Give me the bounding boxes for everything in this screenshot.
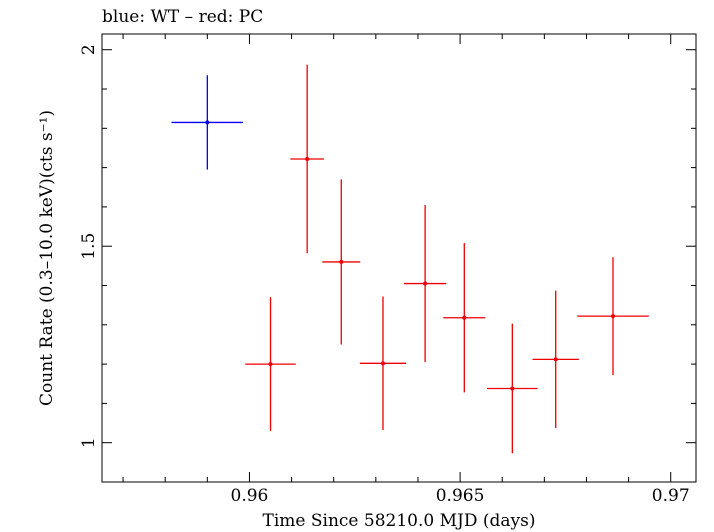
tick-labels: 0.96 0.965 0.97 1 1.5 2 <box>79 44 690 506</box>
point-marker <box>462 315 467 320</box>
y-axis-label: Count Rate (0.3–10.0 keV)(cts s⁻¹) <box>37 110 57 406</box>
y-tick-label: 1.5 <box>79 233 99 260</box>
point-marker <box>339 259 344 264</box>
data-point <box>359 296 407 431</box>
x-axis-label: Time Since 58210.0 MJD (days) <box>263 511 536 531</box>
point-marker <box>268 362 273 367</box>
data-point <box>171 75 244 170</box>
x-tick-label: 0.97 <box>652 486 690 506</box>
plot-frame <box>101 33 697 483</box>
point-marker <box>305 156 310 161</box>
y-tick-label: 1 <box>79 437 99 448</box>
axis-ticks <box>102 34 696 483</box>
chart-title: blue: WT – red: PC <box>102 7 263 27</box>
data-points <box>171 64 649 454</box>
point-marker <box>553 357 558 362</box>
data-point <box>487 323 538 454</box>
data-point <box>290 64 325 254</box>
point-marker <box>510 386 515 391</box>
point-marker <box>380 361 385 366</box>
point-marker <box>423 281 428 286</box>
point-marker <box>205 120 210 125</box>
series-wt <box>171 75 244 170</box>
data-point <box>532 290 579 429</box>
data-point <box>404 204 447 363</box>
point-marker <box>611 314 616 319</box>
series-pc <box>245 64 649 454</box>
data-point <box>577 257 649 376</box>
x-tick-label: 0.965 <box>436 486 485 506</box>
y-tick-label: 2 <box>79 44 99 55</box>
x-tick-label: 0.96 <box>231 486 269 506</box>
data-point <box>322 179 361 345</box>
data-point <box>245 297 296 431</box>
data-point <box>443 243 486 393</box>
